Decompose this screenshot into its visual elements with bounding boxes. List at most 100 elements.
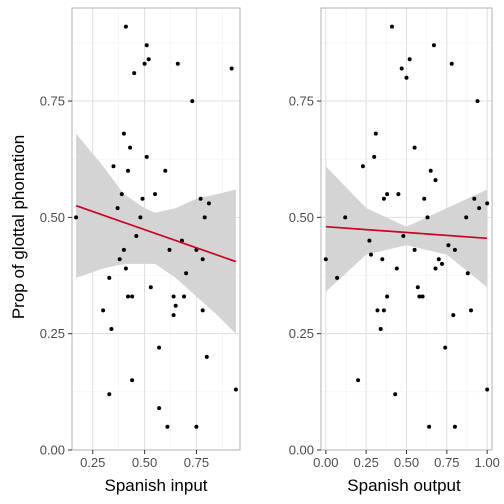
data-point bbox=[132, 71, 137, 76]
data-point bbox=[119, 192, 124, 197]
x-tick-label: 0.75 bbox=[184, 455, 209, 470]
data-point bbox=[475, 99, 480, 104]
data-point bbox=[184, 271, 189, 276]
data-point bbox=[134, 234, 139, 238]
panel-spanish-input: 0.25 0.50 0.75 0.00 0.25 0.50 0.75 bbox=[40, 7, 241, 470]
data-point bbox=[138, 215, 143, 220]
trend-line bbox=[325, 225, 488, 240]
data-point bbox=[440, 261, 444, 266]
x-tick-label: 0.75 bbox=[434, 455, 459, 470]
data-point bbox=[202, 215, 207, 220]
data-point bbox=[126, 168, 130, 173]
data-point bbox=[165, 424, 170, 429]
data-point bbox=[117, 257, 122, 262]
data-point bbox=[173, 303, 178, 308]
data-point bbox=[412, 145, 417, 150]
data-point bbox=[372, 154, 377, 159]
data-point bbox=[369, 252, 373, 257]
data-point bbox=[121, 247, 126, 252]
data-point bbox=[380, 257, 385, 262]
data-point bbox=[198, 196, 203, 201]
data-point bbox=[142, 61, 147, 66]
y-tick-label: 0.25 bbox=[289, 326, 314, 341]
x-tick-label: 0.25 bbox=[80, 455, 105, 470]
data-point bbox=[431, 43, 436, 48]
data-point bbox=[144, 154, 149, 159]
data-point bbox=[412, 247, 417, 252]
data-point bbox=[171, 313, 176, 318]
y-tick-label: 0.00 bbox=[289, 443, 314, 458]
data-point bbox=[422, 196, 427, 201]
data-point bbox=[115, 206, 120, 211]
data-point bbox=[343, 215, 348, 220]
data-point bbox=[378, 327, 383, 331]
data-point bbox=[233, 387, 238, 392]
data-point bbox=[194, 424, 199, 429]
data-point bbox=[323, 257, 328, 262]
x-tick-label: 0.00 bbox=[313, 455, 338, 470]
x-tick-label: 0.50 bbox=[132, 455, 157, 470]
data-point bbox=[417, 294, 422, 299]
data-point bbox=[433, 178, 438, 183]
data-point bbox=[144, 43, 149, 48]
data-point bbox=[452, 247, 457, 252]
y-tick-label: 0.75 bbox=[40, 94, 65, 109]
y-tick-label: 0.25 bbox=[40, 326, 65, 341]
x-tick-label: 1.00 bbox=[475, 455, 500, 470]
data-point bbox=[373, 131, 378, 136]
data-point bbox=[126, 294, 130, 299]
data-point bbox=[206, 201, 211, 206]
data-point bbox=[396, 192, 401, 197]
data-point bbox=[356, 378, 361, 383]
data-point bbox=[74, 215, 79, 220]
data-point bbox=[390, 24, 394, 29]
data-point bbox=[451, 313, 456, 318]
data-point bbox=[464, 215, 469, 220]
data-point bbox=[401, 234, 406, 238]
x-tick-label: 0.50 bbox=[394, 455, 419, 470]
data-point bbox=[367, 238, 372, 243]
data-point bbox=[394, 266, 399, 271]
data-point bbox=[128, 145, 133, 150]
panel-border bbox=[71, 7, 241, 451]
data-point bbox=[121, 131, 126, 136]
data-point bbox=[427, 424, 432, 429]
data-point bbox=[385, 294, 390, 299]
data-point bbox=[385, 192, 390, 197]
data-point bbox=[446, 243, 451, 248]
data-point bbox=[436, 257, 441, 262]
data-point bbox=[153, 192, 157, 197]
y-tick-label: 0.50 bbox=[40, 210, 65, 225]
data-point bbox=[465, 271, 470, 276]
data-point bbox=[485, 201, 490, 206]
data-point bbox=[381, 196, 386, 201]
data-point bbox=[415, 285, 420, 290]
data-point bbox=[167, 247, 172, 252]
data-point bbox=[101, 308, 106, 313]
data-point bbox=[433, 266, 438, 271]
y-tick-label: 0.50 bbox=[289, 210, 314, 225]
data-point bbox=[335, 275, 340, 280]
data-point bbox=[472, 196, 477, 201]
data-point bbox=[452, 424, 457, 429]
data-point bbox=[130, 378, 135, 383]
trend-line bbox=[75, 204, 237, 263]
data-point bbox=[443, 345, 448, 350]
data-point bbox=[111, 164, 116, 169]
data-point bbox=[148, 285, 153, 290]
panel-spanish-output: 0.00 0.25 0.50 0.75 1.00 0.00 0.25 0.50 0.75 bbox=[289, 7, 500, 470]
confidence-band bbox=[325, 166, 488, 292]
data-point bbox=[375, 308, 380, 313]
data-point bbox=[381, 308, 386, 313]
y-tick-label: 0.00 bbox=[40, 443, 65, 458]
data-point bbox=[420, 294, 425, 299]
data-point bbox=[449, 61, 454, 66]
data-point bbox=[190, 99, 195, 104]
data-point bbox=[109, 327, 114, 331]
y-tick-label: 0.75 bbox=[289, 94, 314, 109]
x-tick-label: 0.25 bbox=[354, 455, 379, 470]
data-point bbox=[229, 66, 234, 71]
data-point bbox=[175, 61, 180, 66]
data-point bbox=[140, 196, 145, 201]
